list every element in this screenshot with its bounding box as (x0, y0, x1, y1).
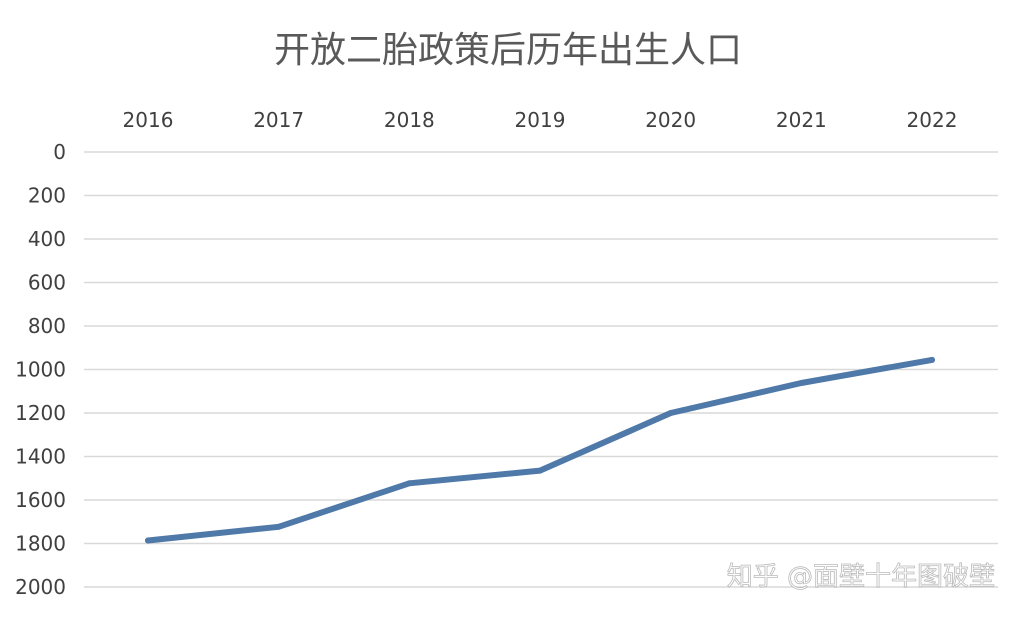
data-point (798, 379, 805, 386)
data-point (145, 537, 151, 544)
y-tick-label: 600 (28, 271, 66, 295)
y-tick-label: 2000 (15, 575, 66, 599)
watermark-text: 知乎 @面壁十年图破壁 (727, 562, 995, 592)
x-tick-label: 2022 (907, 108, 958, 132)
x-tick-label: 2020 (645, 108, 696, 132)
x-tick-label: 2021 (776, 108, 827, 132)
x-tick-label: 2019 (515, 108, 566, 132)
y-axis-ticks: 0 200 400 600 800 1000 1200 1400 1600 1800 2000 (15, 140, 66, 599)
series-group (145, 356, 935, 544)
y-tick-label: 1600 (15, 488, 66, 512)
data-point (406, 480, 413, 487)
y-tick-label: 0 (53, 140, 66, 164)
y-tick-label: 1400 (15, 445, 66, 469)
y-tick-label: 1800 (15, 532, 66, 556)
x-tick-label: 2016 (123, 108, 174, 132)
grid-lines (84, 151, 998, 588)
y-tick-label: 1000 (15, 358, 66, 382)
y-tick-label: 400 (28, 227, 66, 251)
y-tick-label: 1200 (15, 401, 66, 425)
data-point (275, 523, 282, 530)
x-tick-label: 2018 (384, 108, 435, 132)
data-point (667, 410, 674, 416)
data-point (929, 356, 935, 363)
x-tick-label: 2017 (253, 108, 304, 132)
y-tick-label: 200 (28, 184, 66, 208)
series-line (145, 356, 935, 544)
y-tick-label: 800 (28, 314, 66, 338)
data-point (537, 467, 543, 474)
chart-title: 开放二胎政策后历年出生人口 (274, 30, 742, 71)
x-axis-ticks: 2016 2017 2018 2019 2020 2021 2022 (123, 108, 958, 132)
